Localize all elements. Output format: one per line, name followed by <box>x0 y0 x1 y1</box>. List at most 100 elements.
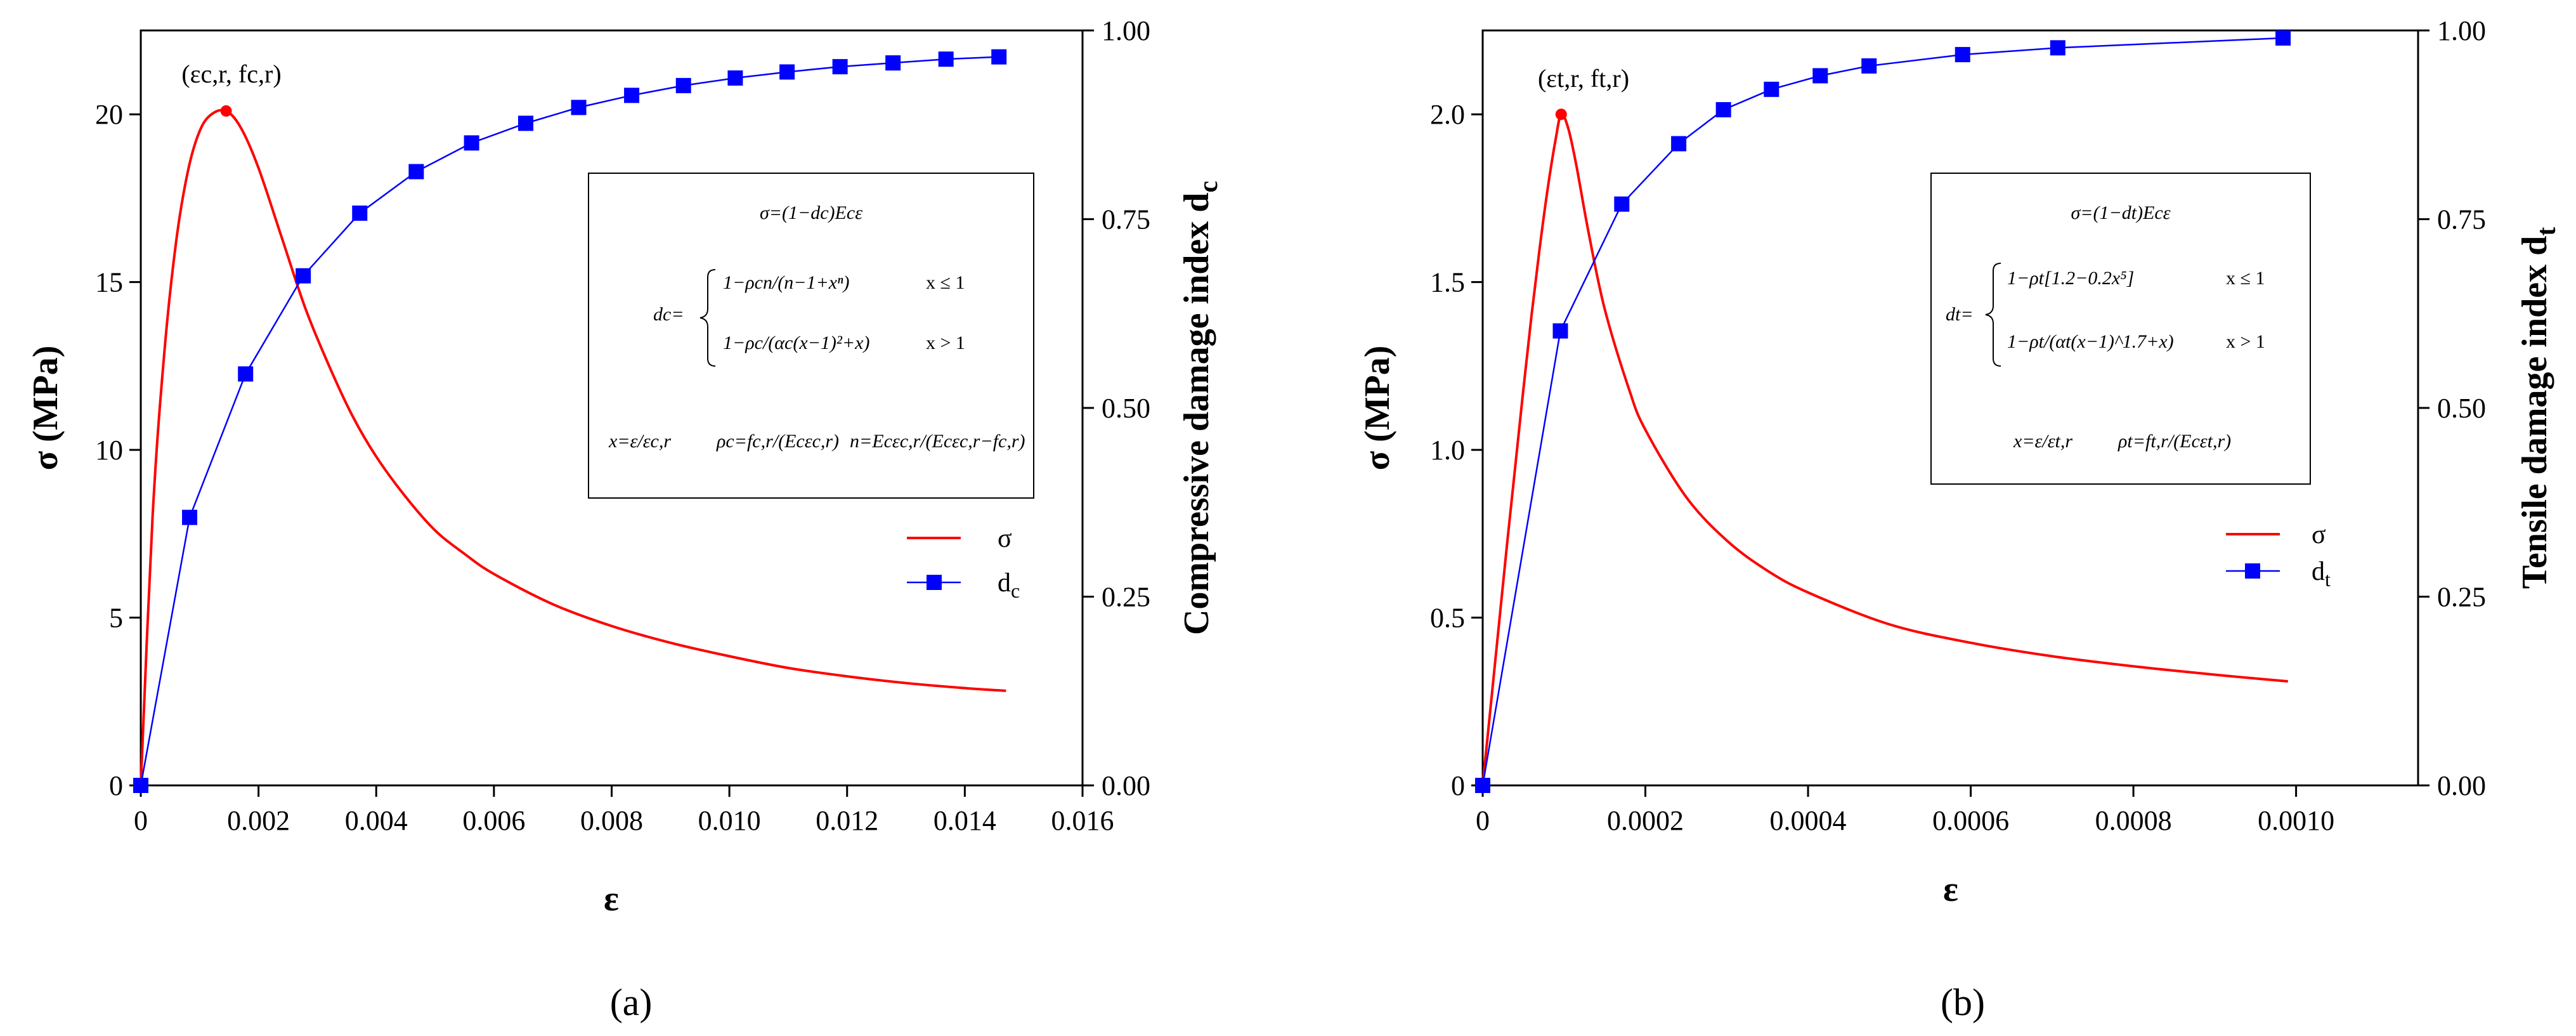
series-line-σ <box>1481 112 2288 786</box>
equation-a-case1: 1−ρcn/(n−1+xⁿ) <box>723 272 850 293</box>
series-line-σ <box>140 108 1006 786</box>
peak-point <box>220 105 232 117</box>
equation-b-brace <box>1985 263 2001 367</box>
data-point-dc <box>727 70 743 86</box>
panel-a: 0 0.002 0.004 0.006 0.008 0.010 0.012 0.014 0.01… <box>26 15 1223 1023</box>
equation-b-cond1: x ≤ 1 <box>2226 268 2265 289</box>
data-point-dt <box>1955 47 1970 63</box>
data-point-dt <box>1671 136 1687 152</box>
legend-b-dt-label: dt <box>2312 557 2331 591</box>
x-axis-label-b: ε <box>1943 870 1958 909</box>
x-tick-label: 0 <box>134 805 148 836</box>
x-tick-label: 0.0008 <box>2095 805 2172 836</box>
y2-tick-label: 0.00 <box>2437 770 2486 801</box>
peak-label-a: (εc,r, fc,r) <box>181 60 281 88</box>
y2-tick-label: 0.50 <box>2437 393 2486 424</box>
equation-a-def2: ρc=fc,r/(Ecεc,r) <box>716 431 839 452</box>
y-tick-label: 0 <box>109 770 123 801</box>
equation-a-cond1: x ≤ 1 <box>926 272 965 293</box>
y2-tick-label: 0.50 <box>1102 393 1150 424</box>
x-tick-label: 0.016 <box>1051 805 1114 836</box>
data-point-dc <box>675 77 691 93</box>
y-tick-label: 0 <box>1451 770 1465 801</box>
y2-axis-label-b-main: Tensile damage index d <box>2515 236 2554 589</box>
y-tick-label: 0.5 <box>1430 603 1465 634</box>
data-point-dt <box>1861 58 1877 74</box>
y2-tick-label: 0.00 <box>1102 770 1150 801</box>
legend-a-sigma-label: σ <box>998 524 1012 553</box>
peak-label-b: (εt,r, ft,r) <box>1538 64 1629 93</box>
data-point-dt <box>2050 40 2065 56</box>
y2-axis-label-a-sub: c <box>1194 181 1223 193</box>
y-tick-label: 20 <box>95 99 123 130</box>
y-tick-label: 5 <box>109 603 123 634</box>
data-point-dt <box>1812 68 1828 84</box>
data-point-dc <box>182 509 198 525</box>
data-point-dt <box>2275 30 2291 46</box>
legend-b-sigma-label: σ <box>2312 520 2326 549</box>
equation-a-brace <box>699 269 716 367</box>
data-point-dc <box>779 64 795 80</box>
y2-axis-label-a: Compressive damage index dc <box>1177 181 1223 635</box>
legend-b: σ dt <box>2226 520 2331 591</box>
equation-a-def3: n=Ecεc,r/(Ecεc,r−fc,r) <box>850 431 1025 452</box>
y-axis-ticks-a: 0 5 10 15 20 <box>95 99 141 801</box>
equation-box-b: σ=(1−dt)Ecε dt= 1−ρt[1.2−0.2x⁵] x ≤ 1 1−… <box>1930 173 2311 485</box>
y2-axis-label-a-main: Compressive damage index d <box>1177 193 1216 635</box>
x-tick-label: 0 <box>1476 805 1490 836</box>
legend-a-dc-sub: c <box>1011 579 1020 602</box>
x-axis-label-a: ε <box>604 879 619 919</box>
equation-box-b-frame <box>1930 173 2311 485</box>
legend-a-dc-label: dc <box>998 568 1020 602</box>
y-tick-label: 2.0 <box>1430 99 1465 130</box>
panel-label-a: (a) <box>610 981 653 1023</box>
data-point-dc <box>571 100 587 115</box>
equation-b-cond2: x > 1 <box>2226 331 2265 352</box>
y2-axis-ticks-a: 0.00 0.25 0.50 0.75 1.00 <box>1083 15 1150 801</box>
series-a <box>133 49 1007 793</box>
equation-b-case1: 1−ρt[1.2−0.2x⁵] <box>2007 268 2134 289</box>
y2-tick-label: 0.75 <box>2437 204 2486 235</box>
data-point-dc <box>517 115 533 131</box>
equation-box-a-frame <box>588 173 1034 499</box>
y-tick-label: 1.5 <box>1430 267 1465 298</box>
x-tick-label: 0.006 <box>462 805 525 836</box>
data-point-dt <box>1475 778 1490 793</box>
data-point-dc <box>352 205 368 221</box>
x-tick-label: 0.008 <box>580 805 643 836</box>
panel-b: 0 0.0002 0.0004 0.0006 0.0008 0.0010 0 0.5 1.0 1… <box>1358 15 2561 1023</box>
series-b <box>1475 30 2291 793</box>
x-tick-label: 0.002 <box>227 805 290 836</box>
equation-b-def2: ρt=ft,r/(Ecεt,r) <box>2117 431 2231 452</box>
x-tick-label: 0.012 <box>816 805 878 836</box>
equation-a-lhs: dc= <box>653 304 684 325</box>
peak-point <box>1555 108 1567 121</box>
data-point-dc <box>885 55 901 71</box>
x-axis-ticks-b: 0 0.0002 0.0004 0.0006 0.0008 0.0010 <box>1476 785 2334 836</box>
equation-b-case2: 1−ρt/(αt(x−1)^1.7+x) <box>2007 331 2174 352</box>
equation-a-cond2: x > 1 <box>926 332 965 353</box>
x-tick-label: 0.004 <box>345 805 408 836</box>
equation-a-def1: x=ε/εc,r <box>608 431 671 452</box>
equation-b-def1: x=ε/εt,r <box>2013 431 2072 452</box>
legend-b-dt-main: d <box>2312 557 2325 586</box>
equation-box-a: σ=(1−dc)Ecε dc= 1−ρcn/(n−1+xⁿ) x ≤ 1 1−ρ… <box>588 173 1034 499</box>
x-tick-label: 0.0002 <box>1607 805 1684 836</box>
data-point-dc <box>296 268 311 284</box>
data-point-dc <box>238 366 254 382</box>
equation-b-lhs: dt= <box>1946 304 1974 325</box>
legend-b-dt-sub: t <box>2325 568 2331 591</box>
equation-b-line1: σ=(1−dt)Ecε <box>2071 202 2170 223</box>
legend-b-dt-marker <box>2245 563 2260 579</box>
y-tick-label: 1.0 <box>1430 435 1465 466</box>
y2-axis-ticks-b: 0.00 0.25 0.50 0.75 1.00 <box>2418 15 2486 801</box>
y2-tick-label: 1.00 <box>2437 15 2486 46</box>
data-point-dt <box>1552 323 1568 339</box>
y-tick-label: 10 <box>95 435 123 466</box>
data-point-dc <box>624 88 640 103</box>
x-tick-label: 0.0010 <box>2258 805 2334 836</box>
y-axis-ticks-b: 0 0.5 1.0 1.5 2.0 <box>1430 99 1483 801</box>
y2-axis-label-b: Tensile damage index dt <box>2515 227 2561 589</box>
y2-tick-label: 0.75 <box>1102 204 1150 235</box>
y2-tick-label: 0.25 <box>2437 582 2486 613</box>
